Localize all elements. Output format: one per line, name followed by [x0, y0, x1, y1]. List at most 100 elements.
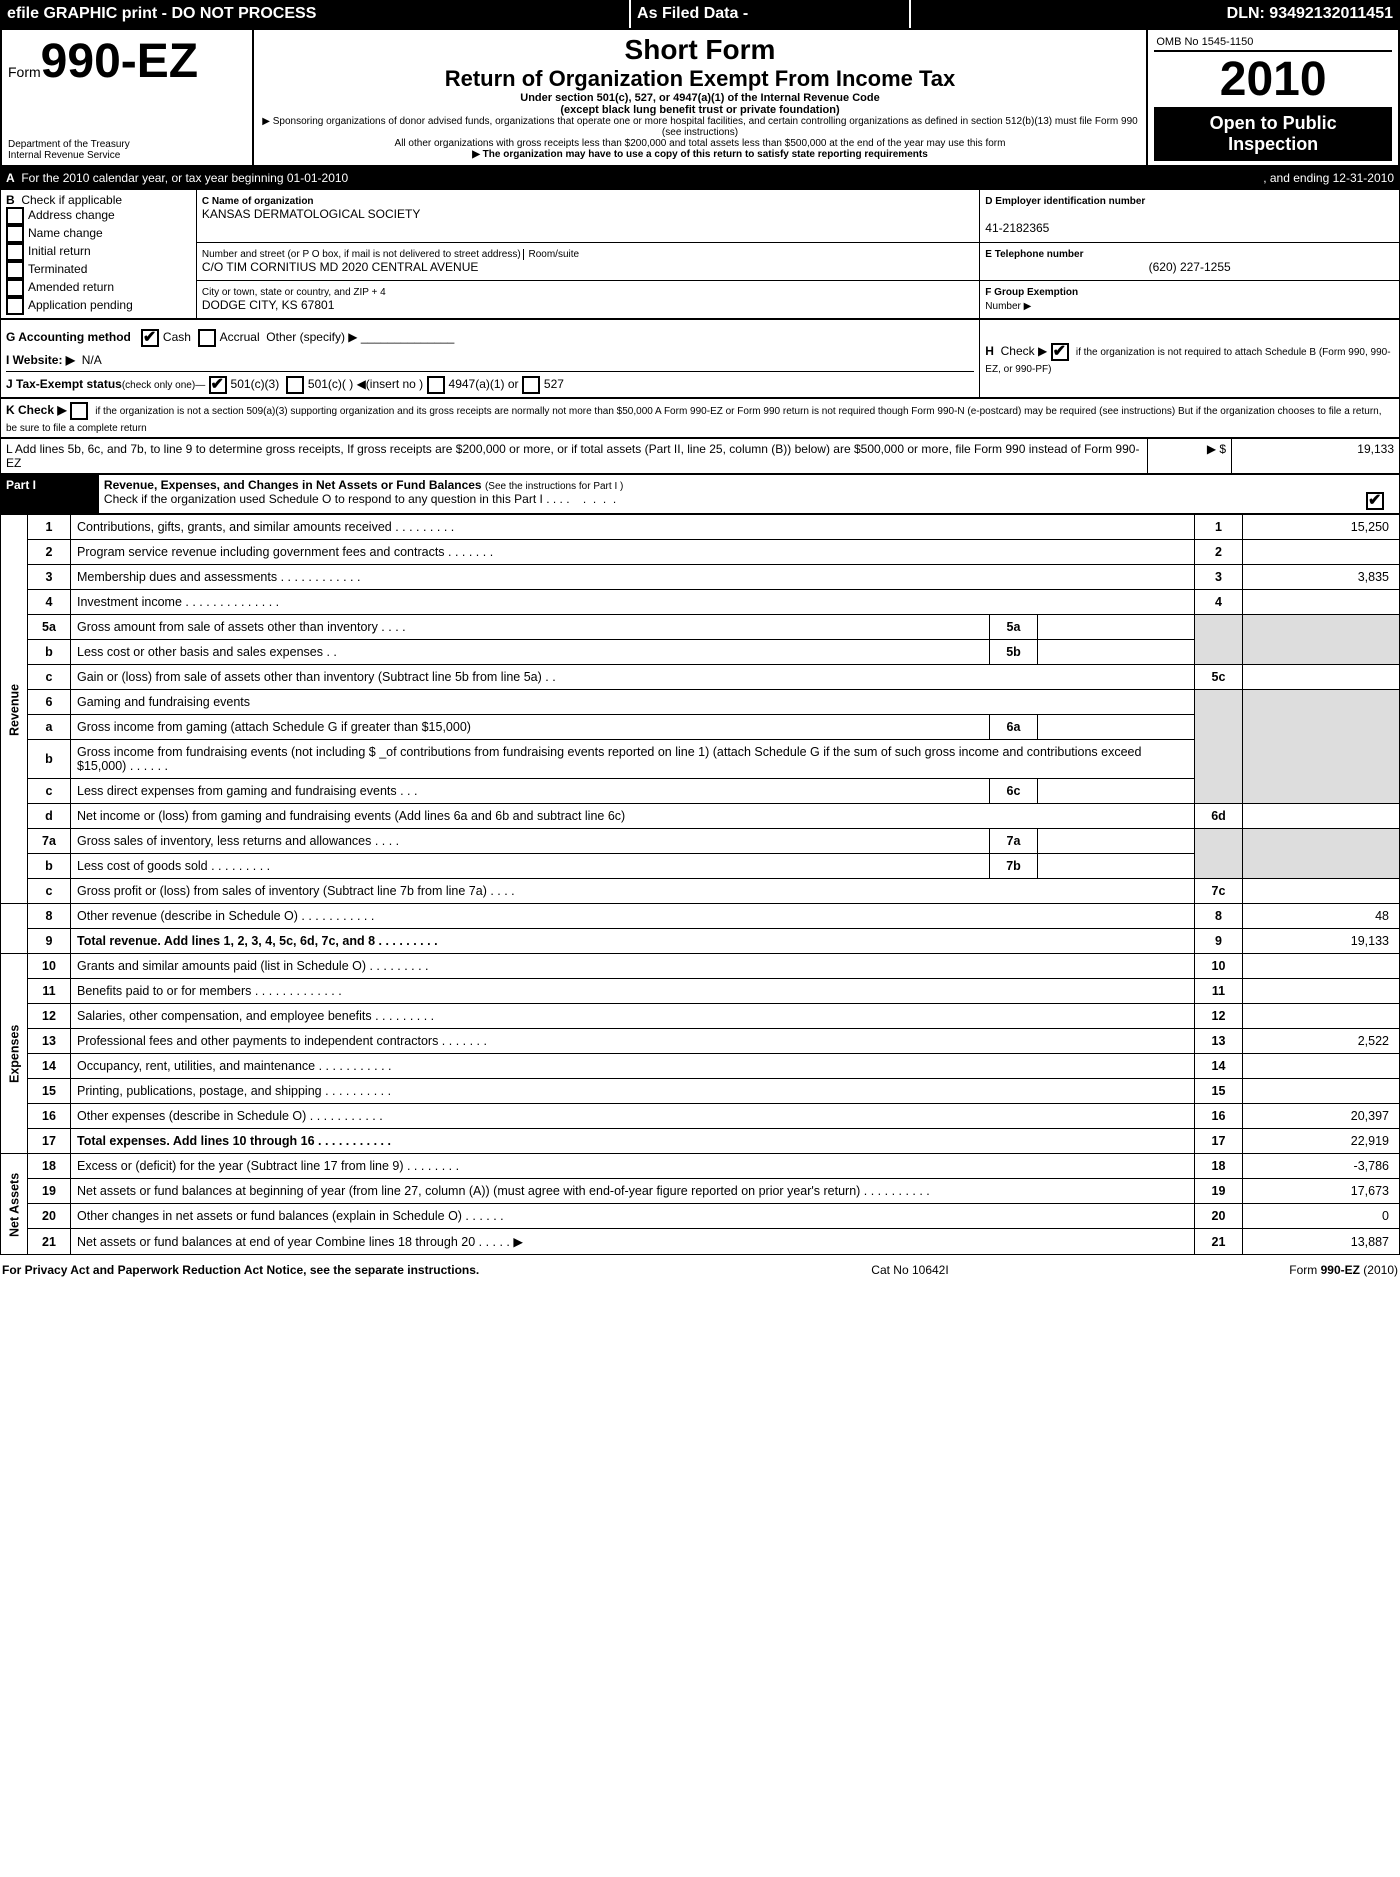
line8-desc: Other revenue (describe in Schedule O) .…: [71, 904, 1195, 929]
line8-val: 48: [1243, 904, 1400, 929]
amended-checkbox[interactable]: [6, 279, 24, 297]
k-checkbox[interactable]: [70, 402, 88, 420]
section-j-label: J Tax-Exempt status: [6, 377, 122, 391]
j-501c3-checkbox[interactable]: [209, 376, 227, 394]
part1-heading: Revenue, Expenses, and Changes in Net As…: [104, 478, 482, 492]
part1-header: Part I Revenue, Expenses, and Changes in…: [0, 474, 1400, 514]
line6-desc: Gaming and fundraising events: [71, 690, 1195, 715]
part1-lines: Revenue 1 Contributions, gifts, grants, …: [0, 514, 1400, 1255]
line5a-val: [1038, 615, 1195, 640]
section-g-label: G Accounting method: [6, 330, 131, 344]
revenue-side-label: Revenue: [1, 515, 28, 904]
h-checkbox[interactable]: [1051, 343, 1069, 361]
line13-desc: Professional fees and other payments to …: [71, 1029, 1195, 1054]
line14-desc: Occupancy, rent, utilities, and maintena…: [71, 1054, 1195, 1079]
l-text: L Add lines 5b, 6c, and 7b, to line 9 to…: [1, 439, 1148, 474]
line5b-desc: Less cost or other basis and sales expen…: [71, 640, 990, 665]
terminated-checkbox[interactable]: [6, 261, 24, 279]
ghij-section: G Accounting method Cash Accrual Other (…: [0, 319, 1400, 398]
line7c-desc: Gross profit or (loss) from sales of inv…: [71, 879, 1195, 904]
section-a: A For the 2010 calendar year, or tax yea…: [0, 167, 1400, 189]
line6c-desc: Less direct expenses from gaming and fun…: [71, 779, 990, 804]
dept-treasury: Department of the Treasury: [8, 139, 246, 150]
line9-val: 19,133: [1243, 929, 1400, 954]
cash-checkbox[interactable]: [141, 329, 159, 347]
line7b-val: [1038, 854, 1195, 879]
section-f-sub: Number ▶: [985, 301, 1031, 312]
k-label: K Check ▶: [6, 403, 67, 417]
footer-right: Form 990-EZ (2010): [1050, 1259, 1400, 1281]
line5c-desc: Gain or (loss) from sale of assets other…: [71, 665, 1195, 690]
section-k: K Check ▶ if the organization is not a s…: [0, 398, 1400, 438]
j-527-checkbox[interactable]: [522, 376, 540, 394]
org-info-grid: B Check if applicable Address change Nam…: [0, 189, 1400, 319]
line12-val: [1243, 1004, 1400, 1029]
expenses-side-label: Expenses: [1, 954, 28, 1154]
pending-checkbox[interactable]: [6, 297, 24, 315]
line12-desc: Salaries, other compensation, and employ…: [71, 1004, 1195, 1029]
line7a-desc: Gross sales of inventory, less returns a…: [71, 829, 990, 854]
j-4947-checkbox[interactable]: [427, 376, 445, 394]
org-name: KANSAS DERMATOLOGICAL SOCIETY: [202, 207, 421, 221]
line4-val: [1243, 590, 1400, 615]
section-e-label: E Telephone number: [985, 249, 1083, 260]
tax-year: 2010: [1154, 52, 1392, 107]
section-c-label: C Name of organization: [202, 196, 314, 207]
open-public-box: Open to Public Inspection: [1154, 107, 1392, 161]
line18-val: -3,786: [1243, 1154, 1400, 1179]
line16-desc: Other expenses (describe in Schedule O) …: [71, 1104, 1195, 1129]
line6c-val: [1038, 779, 1195, 804]
line1-desc: Contributions, gifts, grants, and simila…: [71, 515, 1195, 540]
accrual-checkbox[interactable]: [198, 329, 216, 347]
line4-desc: Investment income . . . . . . . . . . . …: [71, 590, 1195, 615]
l-amount: 19,133: [1232, 439, 1400, 474]
j-501c-checkbox[interactable]: [286, 376, 304, 394]
line2-val: [1243, 540, 1400, 565]
line5b-val: [1038, 640, 1195, 665]
city-label: City or town, state or country, and ZIP …: [202, 287, 386, 298]
form-prefix: Form990-EZ: [8, 34, 246, 89]
line6b-desc: Gross income from fundraising events (no…: [71, 740, 1195, 779]
top-bar: efile GRAPHIC print - DO NOT PROCESS As …: [0, 0, 1400, 28]
irs-label: Internal Revenue Service: [8, 150, 246, 161]
part1-label: Part I: [1, 475, 99, 514]
line6a-desc: Gross income from gaming (attach Schedul…: [71, 715, 990, 740]
return-title: Return of Organization Exempt From Incom…: [260, 66, 1141, 92]
address-change-checkbox[interactable]: [6, 207, 24, 225]
org-city: DODGE CITY, KS 67801: [202, 298, 335, 312]
line13-val: 2,522: [1243, 1029, 1400, 1054]
line19-desc: Net assets or fund balances at beginning…: [71, 1179, 1195, 1204]
line19-val: 17,673: [1243, 1179, 1400, 1204]
check-applicable-label: Check if applicable: [21, 193, 122, 207]
line17-val: 22,919: [1243, 1129, 1400, 1154]
line21-val: 13,887: [1243, 1229, 1400, 1255]
line11-desc: Benefits paid to or for members . . . . …: [71, 979, 1195, 1004]
initial-return-checkbox[interactable]: [6, 243, 24, 261]
website-value: N/A: [82, 353, 102, 367]
subtitle1: Under section 501(c), 527, or 4947(a)(1)…: [260, 92, 1141, 104]
note1: ▶ Sponsoring organizations of donor advi…: [260, 116, 1141, 138]
schedule-o-checkbox[interactable]: [1366, 492, 1384, 510]
ending-label: , and ending 12-31-2010: [1263, 171, 1394, 185]
addr-label: Number and street (or P O box, if mail i…: [202, 249, 579, 260]
line1-val: 15,250: [1243, 515, 1400, 540]
line9-desc: Total revenue. Add lines 1, 2, 3, 4, 5c,…: [71, 929, 1195, 954]
note2: All other organizations with gross recei…: [260, 138, 1141, 149]
form-page: efile GRAPHIC print - DO NOT PROCESS As …: [0, 0, 1400, 1281]
name-change-checkbox[interactable]: [6, 225, 24, 243]
line10-val: [1243, 954, 1400, 979]
org-address: C/O TIM CORNITIUS MD 2020 CENTRAL AVENUE: [202, 260, 479, 274]
line6d-desc: Net income or (loss) from gaming and fun…: [71, 804, 1195, 829]
subtitle2: (except black lung benefit trust or priv…: [260, 104, 1141, 116]
line2-desc: Program service revenue including govern…: [71, 540, 1195, 565]
line5c-val: [1243, 665, 1400, 690]
line15-val: [1243, 1079, 1400, 1104]
header-section: Form990-EZ Department of the Treasury In…: [0, 28, 1400, 167]
line7c-val: [1243, 879, 1400, 904]
footer: For Privacy Act and Paperwork Reduction …: [0, 1259, 1400, 1281]
phone: (620) 227-1255: [985, 260, 1394, 274]
line6d-val: [1243, 804, 1400, 829]
line3-val: 3,835: [1243, 565, 1400, 590]
dln-label: DLN: 93492132011451: [910, 1, 1400, 28]
line5a-desc: Gross amount from sale of assets other t…: [71, 615, 990, 640]
